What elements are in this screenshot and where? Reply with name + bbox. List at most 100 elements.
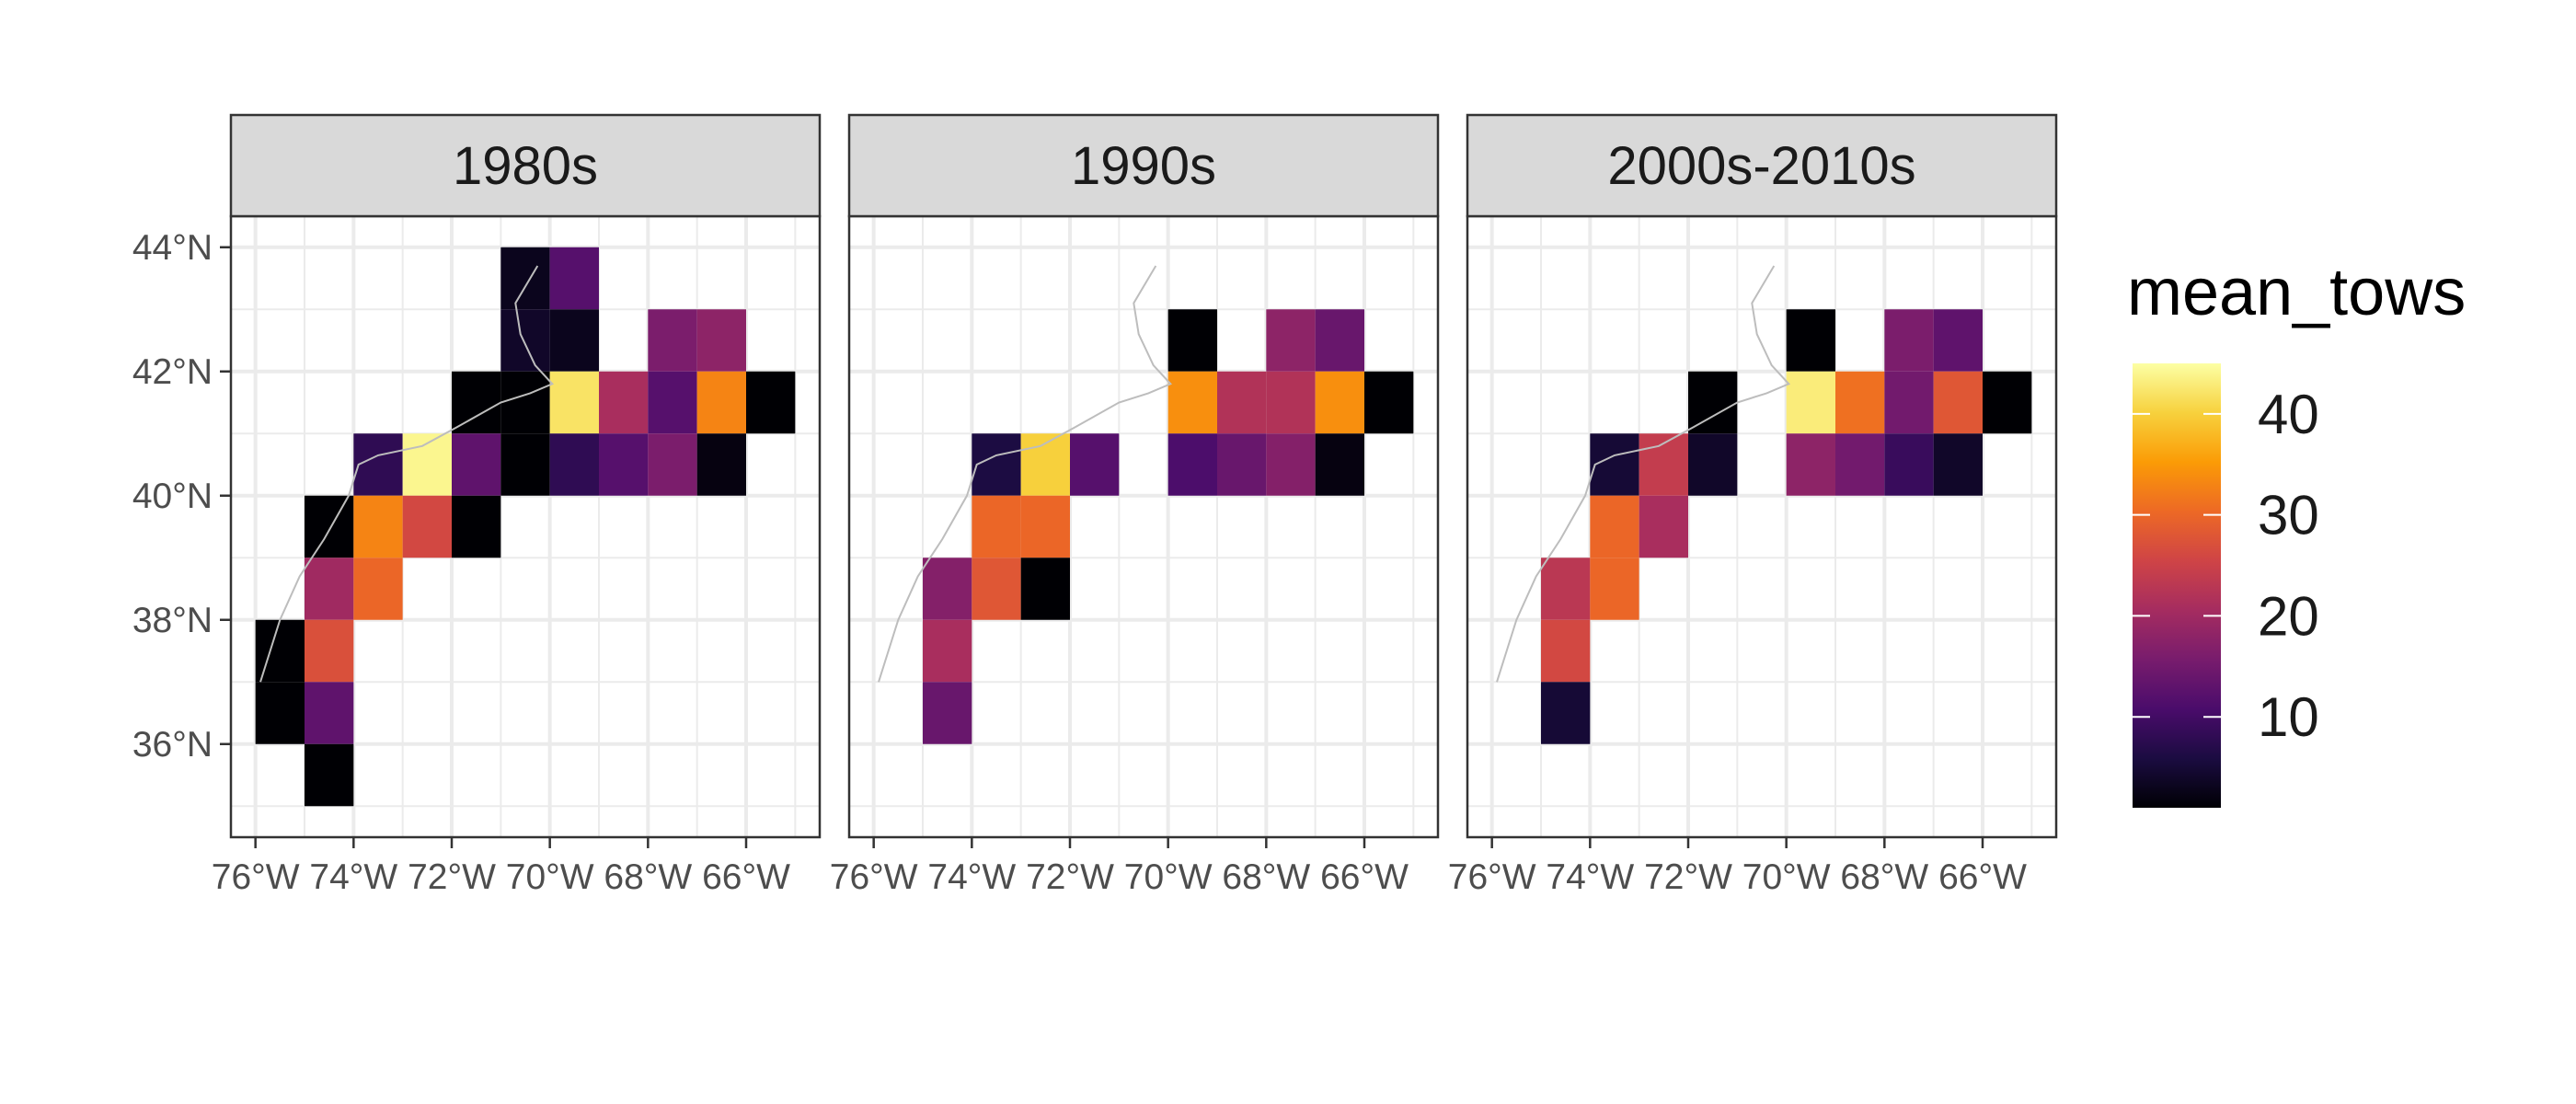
heatmap-cells xyxy=(1541,309,2032,744)
heatmap-cell xyxy=(696,309,746,372)
x-tick-label: 74°W xyxy=(927,857,1016,897)
x-tick-label: 76°W xyxy=(830,857,918,897)
heatmap-cell xyxy=(1590,558,1639,620)
x-tick-label: 66°W xyxy=(1938,857,2027,897)
heatmap-cell xyxy=(353,558,403,620)
heatmap-cell xyxy=(305,558,354,620)
x-tick-label: 72°W xyxy=(408,857,496,897)
heatmap-cell xyxy=(1315,433,1364,496)
coastline xyxy=(878,265,1172,683)
heatmap-cell xyxy=(402,495,452,558)
heatmap-cell xyxy=(599,433,649,496)
heatmap-cell xyxy=(972,433,1021,496)
legend-tick-label: 20 xyxy=(2258,585,2319,647)
x-tick-label: 72°W xyxy=(1026,857,1114,897)
heatmap-cell xyxy=(1590,495,1639,558)
x-axis: 76°W 74°W 72°W 70°W 68°W 66°W xyxy=(212,837,790,897)
heatmap-cell xyxy=(1167,371,1217,434)
heatmap-cell xyxy=(696,371,746,434)
heatmap-cell xyxy=(1835,433,1885,496)
heatmap-cell xyxy=(1884,433,1934,496)
y-tick-label: 40°N xyxy=(132,477,213,516)
heatmap-cell xyxy=(549,309,599,372)
heatmap-cell xyxy=(305,619,354,683)
heatmap-cell xyxy=(452,433,501,496)
heatmap-cell xyxy=(648,309,697,372)
heatmap-cell xyxy=(1541,682,1591,744)
heatmap-cell xyxy=(1688,433,1738,496)
x-tick-label: 66°W xyxy=(702,857,790,897)
y-tick-label: 36°N xyxy=(132,725,213,765)
legend: mean_tows 10 20 30 40 xyxy=(2127,256,2466,808)
heatmap-cell xyxy=(1983,371,2032,434)
heatmap-cell xyxy=(1835,371,1885,434)
legend-tick-label: 30 xyxy=(2258,485,2319,546)
heatmap-cell xyxy=(1933,371,1983,434)
x-tick-label: 76°W xyxy=(212,857,300,897)
heatmap-cell xyxy=(1266,309,1316,372)
heatmap-cell xyxy=(1020,558,1070,620)
heatmap-cell xyxy=(1315,309,1364,372)
heatmap-cell xyxy=(353,433,403,496)
heatmap-cell xyxy=(923,619,972,683)
x-tick-label: 70°W xyxy=(506,857,594,897)
legend-tick-label: 10 xyxy=(2258,686,2319,748)
coastline xyxy=(259,265,554,683)
heatmap-cell xyxy=(1167,433,1217,496)
heatmap-cell xyxy=(923,558,972,620)
heatmap-cell xyxy=(1590,433,1639,496)
heatmap-cell xyxy=(1266,371,1316,434)
heatmap-cell xyxy=(1884,371,1934,434)
heatmap-cell xyxy=(500,309,550,372)
heatmap-cell xyxy=(1639,495,1688,558)
heatmap-cell xyxy=(1688,371,1738,434)
x-tick-label: 66°W xyxy=(1320,857,1409,897)
coastline xyxy=(1496,265,1790,683)
heatmap-cell xyxy=(599,371,649,434)
x-tick-label: 70°W xyxy=(1742,857,1831,897)
heatmap-cell xyxy=(549,371,599,434)
heatmap-cell xyxy=(500,247,550,310)
heatmap-cell xyxy=(1884,309,1934,372)
heatmap-cells xyxy=(255,247,796,807)
heatmap-cells xyxy=(923,309,1414,744)
heatmap-cell xyxy=(923,682,972,744)
heatmap-cell xyxy=(746,371,796,434)
heatmap-cell xyxy=(500,433,550,496)
heatmap-cell xyxy=(1315,371,1364,434)
heatmap-cell xyxy=(648,371,697,434)
y-tick-label: 38°N xyxy=(132,601,213,640)
y-axis: 36°N 38°N 40°N 42°N 44°N xyxy=(132,228,231,765)
heatmap-cell xyxy=(1266,433,1316,496)
legend-colorbar xyxy=(2133,363,2221,808)
facet-strip-label: 1980s xyxy=(453,136,598,196)
x-tick-label: 68°W xyxy=(604,857,692,897)
x-axis: 76°W 74°W 72°W 70°W 68°W 66°W xyxy=(830,837,1409,897)
heatmap-cell xyxy=(1217,433,1267,496)
x-tick-label: 74°W xyxy=(309,857,397,897)
facet-strip-label: 1990s xyxy=(1071,136,1216,196)
y-tick-label: 44°N xyxy=(132,228,213,268)
heatmap-cell xyxy=(452,371,501,434)
facet-panel: 1990s 76°W 74°W 72°W 70°W 68°W 66°W xyxy=(830,113,1440,897)
x-tick-label: 68°W xyxy=(1222,857,1310,897)
facet-strip-label: 2000s-2010s xyxy=(1607,136,1915,196)
heatmap-cell xyxy=(1786,309,1835,372)
heatmap-cell xyxy=(353,495,403,558)
heatmap-cell xyxy=(549,247,599,310)
heatmap-cell xyxy=(305,682,354,744)
facet-strip xyxy=(1466,113,2058,218)
x-tick-label: 74°W xyxy=(1546,857,1634,897)
heatmap-cell xyxy=(648,433,697,496)
heatmap-cell xyxy=(255,682,305,744)
heatmap-cell xyxy=(1933,309,1983,372)
facet-strip xyxy=(847,113,1440,218)
facet-panel: 1980s 76°W 74°W 72°W 70°W 68°W 66°W 36°N 38°N 40°… xyxy=(132,113,822,897)
heatmap-cell xyxy=(1541,619,1591,683)
legend-tick-label: 40 xyxy=(2258,384,2319,445)
facet-strip xyxy=(229,113,822,218)
heatmap-cell xyxy=(1364,371,1414,434)
heatmap-cell xyxy=(1541,558,1591,620)
heatmap-cell xyxy=(1217,371,1267,434)
